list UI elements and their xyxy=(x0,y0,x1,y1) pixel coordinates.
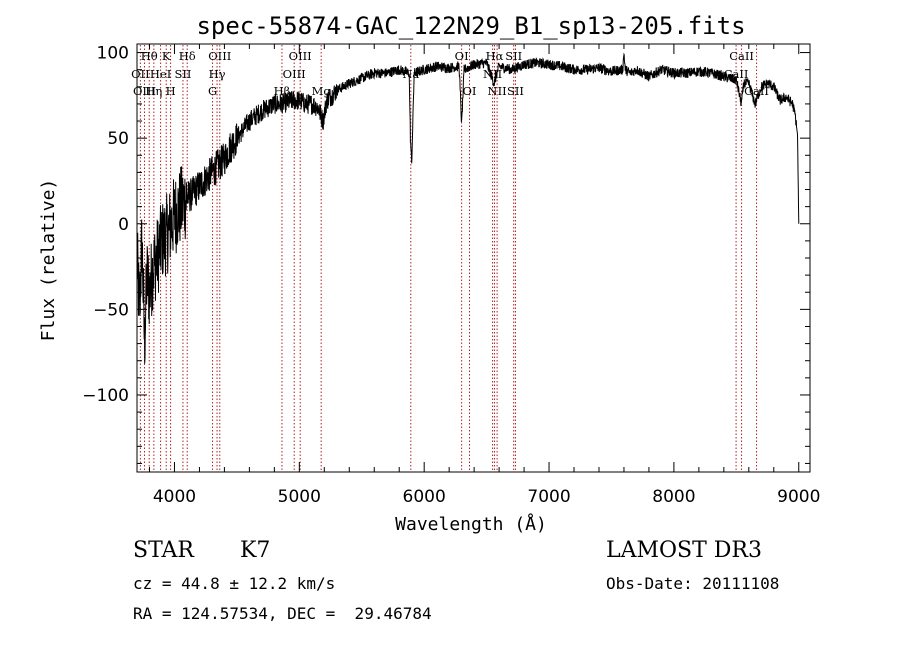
spectral-line-label: CaII xyxy=(729,49,754,63)
plot-frame xyxy=(136,43,811,473)
spectral-line-label: Hθ xyxy=(141,49,158,63)
spectral-line-label: SII xyxy=(174,67,191,81)
spectral-line-label: Hη xyxy=(145,84,162,98)
observation-date: Obs-Date: 20111108 xyxy=(606,574,780,593)
spectral-line-label: OIII xyxy=(208,49,231,63)
spectral-line-label: OII xyxy=(131,67,150,81)
spectrum-series xyxy=(136,52,800,364)
x-tick-label: 4000 xyxy=(153,487,196,507)
spectrum-chart: spec-55874-GAC_122N29_B1_sp13-205.fits H… xyxy=(38,12,820,535)
x-tick-label: 6000 xyxy=(403,487,446,507)
spectral-line-label: OI xyxy=(455,49,469,63)
x-tick-label: 5000 xyxy=(278,487,321,507)
x-tick-label: 8000 xyxy=(652,487,695,507)
spectral-line-label: G xyxy=(208,84,217,98)
spectral-line-label: Mg xyxy=(312,84,332,98)
spectrum-line xyxy=(136,52,800,364)
y-tick-label: −100 xyxy=(82,386,129,406)
axis-ticks: 4000 5000 6000 7000 8000 9000 −100 −50 0 50 100 xyxy=(82,44,820,507)
spectral-line-markers xyxy=(139,45,758,471)
y-tick-label: 0 xyxy=(118,215,129,235)
spectral-line-label: SII xyxy=(507,84,524,98)
y-axis-label: Flux (relative) xyxy=(38,179,59,342)
spectral-line-label: OIII xyxy=(133,84,156,98)
x-axis-label: Wavelength (Å) xyxy=(395,513,547,535)
y-tick-label: 50 xyxy=(107,129,129,149)
chart-title: spec-55874-GAC_122N29_B1_sp13-205.fits xyxy=(196,12,745,40)
spectral-subclass: K7 xyxy=(240,538,271,563)
spectral-line-label: Hα xyxy=(486,49,504,63)
spectral-line-label: NII xyxy=(488,84,507,98)
x-tick-label: 9000 xyxy=(777,487,820,507)
spectral-line-label: OI xyxy=(463,84,477,98)
y-tick-label: 100 xyxy=(97,44,129,64)
spectral-line-label: OIII xyxy=(283,67,306,81)
y-tick-label: −50 xyxy=(93,300,129,320)
sky-coordinates: RA = 124.57534, DEC = 29.46784 xyxy=(133,604,432,623)
redshift-velocity: cz = 44.8 ± 12.2 km/s xyxy=(133,574,336,593)
x-tick-label: 7000 xyxy=(527,487,570,507)
spectral-line-label: Hδ xyxy=(179,49,196,63)
spectral-line-label: K xyxy=(162,49,171,63)
object-class: STAR xyxy=(133,538,194,563)
spectral-line-label: H xyxy=(166,84,176,98)
spectral-line-label: OIII xyxy=(289,49,312,63)
spectral-line-label: SII xyxy=(505,49,522,63)
spectral-line-label: Hγ xyxy=(209,67,226,81)
spectral-line-label: HeI xyxy=(150,67,171,81)
survey-name: LAMOST DR3 xyxy=(606,538,762,563)
